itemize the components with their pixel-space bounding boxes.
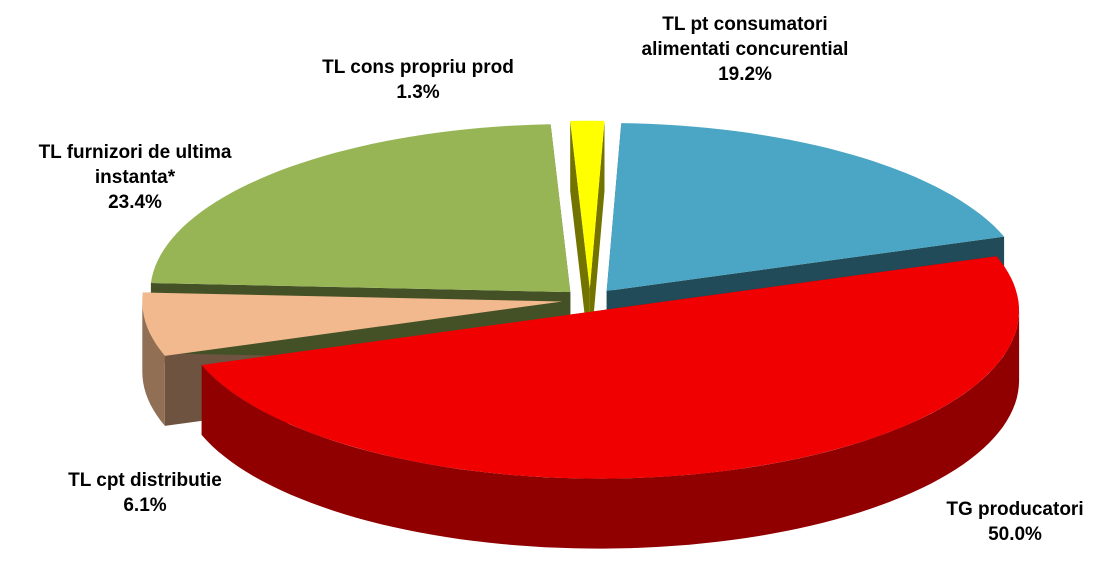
data-label: TG producatori 50.0% xyxy=(905,497,1099,547)
data-label: TL cpt distributie 6.1% xyxy=(35,468,255,518)
slice xyxy=(150,124,571,293)
slice-rim xyxy=(142,301,165,426)
slice-name: TL pt consumatori alimentati concurentia… xyxy=(641,14,849,60)
slice xyxy=(606,123,1005,291)
slice-rim xyxy=(201,310,1020,549)
slice-name: TL cpt distributie xyxy=(68,470,222,491)
slice-name: TL furnizori de ultima instanta* xyxy=(38,142,232,188)
slice xyxy=(570,120,605,289)
slice-side xyxy=(589,120,605,359)
slice-value: 6.1% xyxy=(123,495,167,516)
slice-value: 19.2% xyxy=(718,64,772,85)
slice-value: 50.0% xyxy=(988,524,1042,545)
slice xyxy=(142,292,563,356)
slice-name: TL cons propriu prod xyxy=(322,57,514,78)
data-label: TL cons propriu prod 1.3% xyxy=(288,55,548,105)
slice-rims xyxy=(142,301,1020,549)
slice-value: 23.4% xyxy=(108,192,162,213)
slices xyxy=(142,120,1019,479)
slice-side xyxy=(570,121,590,359)
slice-name: TG producatori xyxy=(946,499,1084,520)
data-label: TL furnizori de ultima instanta* 23.4% xyxy=(0,140,270,215)
slice-value: 1.3% xyxy=(396,82,440,103)
data-label: TL pt consumatori alimentati concurentia… xyxy=(630,12,860,87)
slice xyxy=(201,256,1019,479)
